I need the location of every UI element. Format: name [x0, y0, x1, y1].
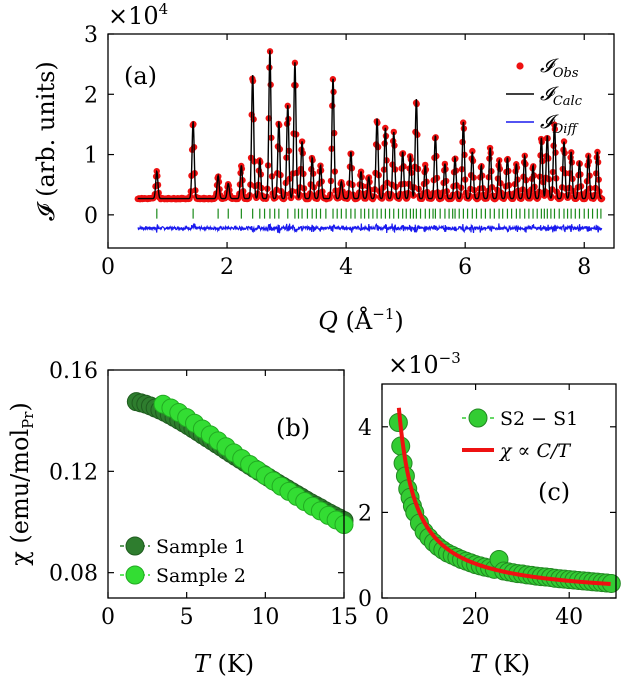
legend-s2s1-marker — [468, 408, 488, 428]
x-tick-label: 8 — [577, 255, 591, 280]
panel-b-xlabel-var: T — [194, 650, 212, 678]
panel-a-xlabel-close: ) — [394, 307, 403, 335]
panel-c-marks — [388, 407, 621, 593]
panel-c-xlabel-var: T — [470, 650, 488, 678]
legend-obs-label: 𝓘Obs — [540, 55, 579, 81]
series-sample-2 — [153, 394, 354, 535]
panel-b: 0 5 10 15 0.08 0.12 0.16 (b) χ (emu/molPr) T (… — [6, 359, 358, 678]
bragg-ticks — [156, 208, 602, 219]
x-tick-label: 6 — [458, 255, 472, 280]
panel-a-y-exponent-base: ×10 — [108, 2, 159, 30]
panel-c-y-exponent: ×10−3 — [388, 349, 461, 379]
panel-b-ticks: 0 5 10 15 0.08 0.12 0.16 — [49, 359, 358, 630]
panel-b-ylabel: χ (emu/molPr) — [6, 402, 37, 566]
panel-c-label: (c) — [538, 478, 570, 506]
x-tick-label: 15 — [330, 605, 358, 630]
panel-a-ticks: 0 2 4 6 8 0 1 2 3 — [84, 23, 614, 280]
y-tick-label: 2 — [358, 501, 372, 526]
panel-a-frame — [107, 33, 615, 249]
y-tick-label: 0.08 — [49, 562, 98, 587]
panel-c-y-exponent-power: −3 — [439, 349, 461, 367]
y-tick-label: 3 — [84, 23, 98, 48]
panel-c-xlabel: T (K) — [470, 650, 530, 678]
series-calc-line — [137, 50, 602, 200]
panel-a-xlabel-unit: (Å — [338, 306, 373, 335]
panel-b-xlabel: T (K) — [194, 650, 254, 678]
panel-b-ylabel-close: ) — [6, 402, 34, 411]
legend-calc-sub: Calc — [553, 94, 583, 109]
fit-curve — [396, 407, 611, 586]
legend-sample2-marker — [125, 565, 145, 585]
panel-b-xlabel-unit: (K) — [210, 650, 254, 678]
panel-a-marks — [134, 48, 606, 234]
panel-a-xlabel: Q (Å−1) — [318, 305, 404, 335]
legend-obs-marker — [516, 62, 524, 70]
y-tick-label: 0 — [358, 587, 372, 612]
panel-a-y-exponent-power: 4 — [159, 0, 169, 18]
legend-sample2-label: Sample 2 — [156, 565, 246, 587]
legend-s2s1-label: S2 − S1 — [500, 408, 578, 430]
panel-b-ylabel-main: χ (emu/mol — [6, 429, 34, 566]
legend-sample1-label: Sample 1 — [156, 536, 246, 558]
legend-sample1-marker — [125, 536, 145, 556]
legend-calc-label: 𝓘Calc — [540, 83, 583, 109]
panel-c-y-exponent-base: ×10 — [388, 351, 439, 379]
y-tick-label: 0.12 — [49, 460, 98, 485]
y-tick-label: 0.16 — [49, 359, 98, 384]
x-tick-label: 0 — [375, 605, 389, 630]
y-tick-label: 0 — [84, 204, 98, 229]
panel-c-ticks: 0 20 40 0 2 4 — [358, 384, 616, 630]
legend-diff-sub: Diff — [552, 122, 580, 137]
legend-obs-sub: Obs — [553, 66, 579, 81]
y-tick-label: 2 — [84, 83, 98, 108]
x-tick-label: 0 — [101, 255, 115, 280]
x-tick-label: 2 — [220, 255, 234, 280]
x-tick-label: 20 — [462, 605, 490, 630]
x-tick-label: 0 — [101, 605, 115, 630]
panel-a-xlabel-var: Q — [318, 307, 338, 335]
x-tick-label: 10 — [251, 605, 279, 630]
panel-c-frame — [381, 383, 617, 599]
panel-c-legend: S2 − S1 χ ∝ C/T — [462, 408, 578, 462]
panel-a-y-exponent: ×104 — [108, 0, 168, 30]
panel-b-label: (b) — [276, 414, 310, 442]
panel-b-ylabel-sub: Pr — [19, 411, 37, 429]
x-tick-label: 4 — [339, 255, 353, 280]
panel-a-ylabel: 𝓘 (arb. units) — [32, 61, 60, 221]
y-tick-label: 4 — [358, 416, 372, 441]
series-diff-line — [137, 222, 603, 234]
panel-a-xlabel-sup: −1 — [372, 305, 394, 323]
panel-a-label: (a) — [124, 62, 157, 90]
panel-c-xlabel-unit: (K) — [486, 650, 530, 678]
panel-b-marks — [126, 392, 354, 535]
x-tick-label: 5 — [180, 605, 194, 630]
panel-c: 0 20 40 0 2 4 (c) ×10−3 T (K) S2 − S1 χ ∝ C/T — [358, 349, 621, 678]
y-tick-label: 1 — [84, 144, 98, 169]
legend-diff-label: 𝓘Diff — [540, 111, 579, 137]
panel-b-frame — [107, 369, 345, 599]
obs-point — [469, 147, 476, 155]
obs-point — [560, 138, 568, 145]
x-tick-label: 40 — [555, 605, 583, 630]
legend-fit-label: χ ∝ C/T — [498, 440, 571, 462]
panel-b-legend: Sample 1 Sample 2 — [120, 536, 246, 587]
panel-a-legend: 𝓘Obs 𝓘Calc 𝓘Diff — [506, 55, 583, 137]
